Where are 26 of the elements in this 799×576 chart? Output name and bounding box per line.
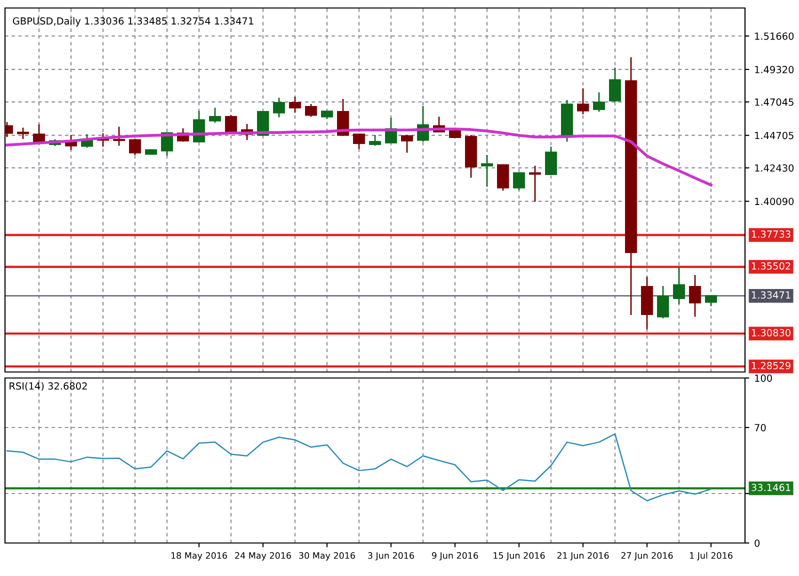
y-tick-label: 1.49320 — [755, 66, 794, 74]
x-tick-label: 1 Jul 2016 — [690, 552, 732, 560]
y-tick-label: 1.44705 — [755, 132, 794, 140]
y-tick-label: 70 — [754, 424, 766, 432]
ref-line-label: 1.33471 — [752, 291, 790, 299]
y-tick-label: 1.51660 — [755, 32, 794, 40]
y-tick-label: 1.42430 — [755, 164, 794, 172]
x-tick-label: 9 Jun 2016 — [432, 552, 478, 560]
chart-title: RSI(14) 32.6802 — [10, 382, 87, 391]
x-tick-label: 27 Jun 2016 — [621, 552, 673, 560]
y-tick-label: 0 — [754, 539, 760, 547]
y-tick-label: 1.47045 — [755, 98, 794, 106]
ref-line-label: 1.37733 — [752, 230, 790, 238]
x-tick-label: 18 May 2016 — [171, 552, 227, 560]
x-tick-label: 21 Jun 2016 — [557, 552, 609, 560]
x-tick-label: 3 Jun 2016 — [368, 552, 414, 560]
x-tick-label: 30 May 2016 — [299, 552, 355, 560]
x-tick-label: 24 May 2016 — [235, 552, 291, 560]
ref-line-label: 1.35502 — [752, 262, 790, 270]
y-tick-label: 1.40090 — [755, 198, 794, 206]
ref-line-label: 33.1461 — [752, 484, 790, 492]
ref-line-label: 1.28529 — [752, 362, 790, 370]
x-tick-label: 15 Jun 2016 — [494, 552, 545, 560]
ref-line-label: 1.30830 — [752, 329, 790, 336]
text: GBPUSD,Daily 1.33036 1.33485 1.32754 1.33471 — [12, 17, 254, 27]
y-tick-label: 100 — [755, 374, 772, 382]
